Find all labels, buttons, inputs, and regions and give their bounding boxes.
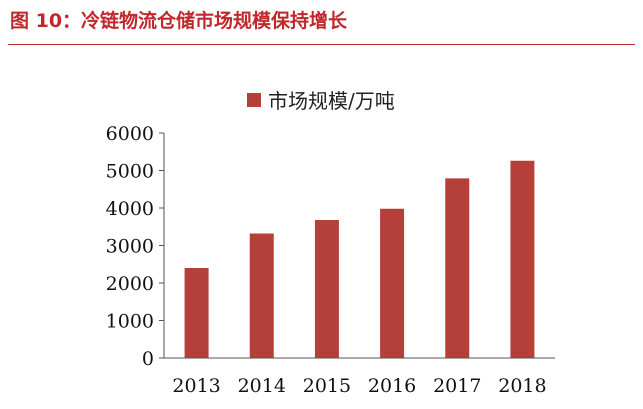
y-axis-ticks: 0 1000 2000 3000 4000 5000 6000	[106, 123, 164, 370]
x-tick-label: 2015	[303, 375, 351, 397]
title-divider	[8, 44, 635, 45]
legend-label: 市场规模/万吨	[268, 89, 395, 113]
legend-swatch	[247, 93, 261, 107]
x-tick-label: 2014	[238, 375, 286, 397]
bar-2015	[314, 220, 339, 358]
y-tick-label: 3000	[106, 236, 154, 258]
bar-2017	[445, 178, 470, 358]
bar-2014	[249, 233, 274, 358]
legend: 市场规模/万吨	[247, 89, 395, 113]
y-tick-label: 2000	[106, 273, 154, 295]
x-tick-label: 2013	[172, 375, 220, 397]
y-tick-label: 4000	[106, 198, 154, 220]
x-tick-label: 2017	[433, 375, 481, 397]
x-tick-label: 2018	[498, 375, 546, 397]
bar-2016	[380, 208, 405, 358]
y-tick-label: 1000	[106, 311, 154, 333]
bar-2018	[510, 160, 535, 358]
bar-2013	[184, 268, 209, 358]
bars	[184, 160, 535, 358]
figure-title: 图 10：冷链物流仓储市场规模保持增长	[10, 10, 348, 32]
y-tick-label: 6000	[106, 123, 154, 145]
x-tick-label: 2016	[368, 375, 416, 397]
x-axis-ticks: 2013 2014 2015 2016 2017 2018	[172, 375, 546, 397]
y-tick-label: 0	[142, 348, 154, 370]
y-tick-label: 5000	[106, 161, 154, 183]
